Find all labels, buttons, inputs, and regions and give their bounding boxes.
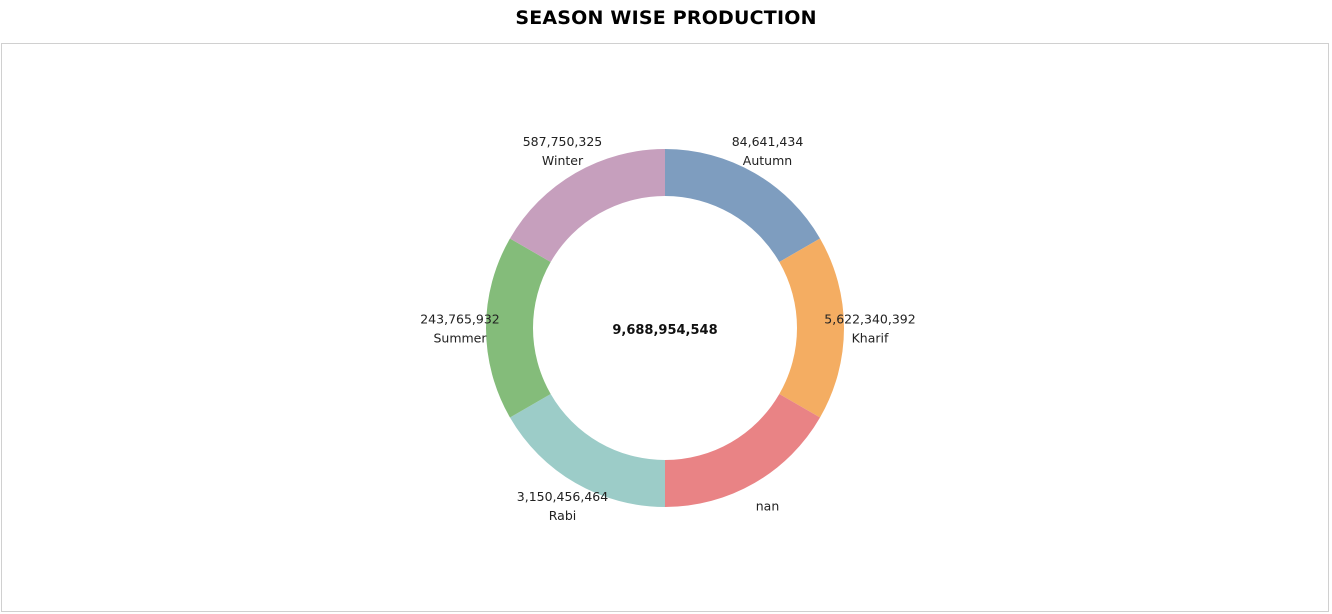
slice-label-value-autumn: 84,641,434 — [732, 134, 804, 149]
slice-nan[interactable] — [665, 394, 821, 507]
slice-kharif[interactable] — [779, 238, 844, 418]
donut-slices — [486, 149, 844, 507]
slice-label-value-winter: 587,750,325 — [523, 134, 603, 149]
slice-summer[interactable] — [486, 238, 551, 418]
slice-labels: 84,641,434 Autumn 5,622,340,392 Kharif nan 3,… — [420, 134, 915, 523]
slice-label-category-autumn: Autumn — [743, 153, 792, 168]
slice-label-value-rabi: 3,150,456,464 — [517, 489, 608, 504]
slice-rabi[interactable] — [509, 394, 665, 507]
slice-autumn[interactable] — [665, 149, 821, 262]
chart-title: SEASON WISE PRODUCTION — [515, 7, 817, 29]
slice-label-category-kharif: Kharif — [852, 331, 889, 346]
slice-label-category-summer: Summer — [433, 331, 487, 346]
slice-winter[interactable] — [509, 149, 665, 262]
slice-label-category-nan: nan — [756, 499, 780, 514]
slice-label-value-summer: 243,765,932 — [420, 312, 500, 327]
slice-label-value-kharif: 5,622,340,392 — [824, 312, 915, 327]
chart-panel — [1, 43, 1329, 612]
slice-label-category-winter: Winter — [542, 153, 584, 168]
center-total-label: 9,688,954,548 — [612, 323, 717, 338]
slice-label-category-rabi: Rabi — [549, 508, 576, 523]
